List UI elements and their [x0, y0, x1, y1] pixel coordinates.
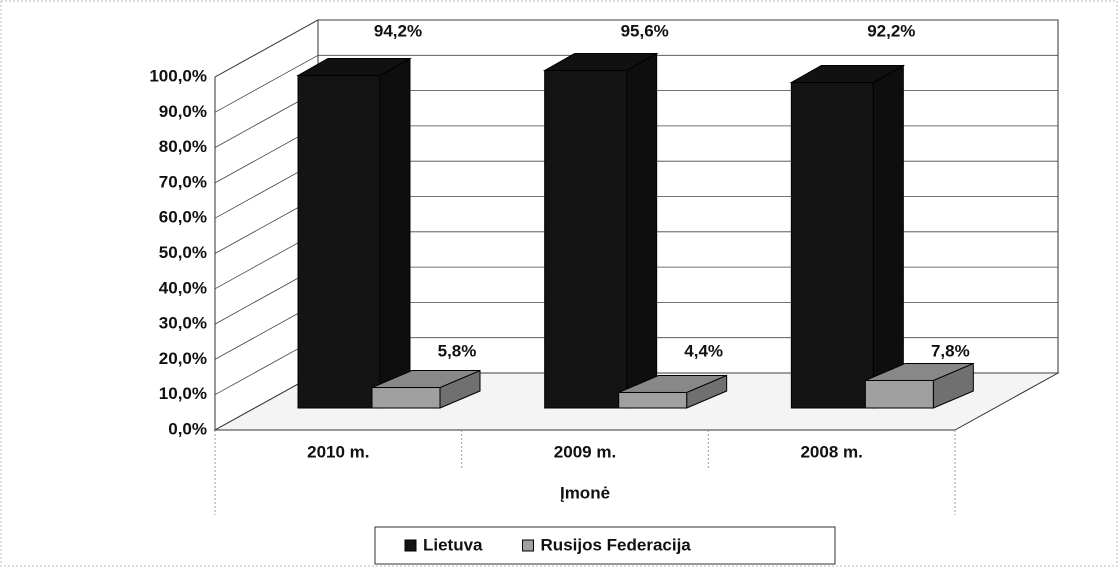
- y-tick-label: 30,0%: [159, 314, 207, 333]
- value-label: 4,4%: [684, 341, 723, 360]
- legend-label: Lietuva: [423, 535, 483, 554]
- bar: [542, 52, 659, 409]
- bar-side: [626, 52, 658, 409]
- y-tick-label: 100,0%: [149, 66, 207, 85]
- x-tick-label: 2009 m.: [554, 442, 616, 461]
- bar-front: [864, 379, 934, 409]
- bar-front: [371, 387, 441, 409]
- bar-front: [790, 82, 874, 409]
- y-tick-label: 40,0%: [159, 278, 207, 297]
- y-tick-label: 70,0%: [159, 172, 207, 191]
- bar: [618, 374, 728, 409]
- value-label: 95,6%: [621, 21, 669, 40]
- y-tick-label: 50,0%: [159, 243, 207, 262]
- bar: [864, 362, 974, 409]
- legend-label: Rusijos Federacija: [541, 535, 692, 554]
- bar-side: [872, 64, 904, 409]
- value-label: 7,8%: [931, 341, 970, 360]
- y-tick-label: 10,0%: [159, 384, 207, 403]
- bar: [296, 57, 412, 409]
- legend-box: [374, 526, 836, 565]
- bar-front: [544, 70, 628, 409]
- y-tick-label: 80,0%: [159, 137, 207, 156]
- value-label: 5,8%: [438, 341, 477, 360]
- x-tick-label: 2008 m.: [800, 442, 862, 461]
- grid-line: [214, 54, 319, 113]
- y-tick-label: 0,0%: [168, 419, 207, 438]
- bar: [371, 369, 481, 409]
- bar-side: [379, 57, 411, 409]
- legend-swatch: [404, 539, 417, 552]
- value-label: 92,2%: [867, 21, 915, 40]
- y-tick-label: 20,0%: [159, 349, 207, 368]
- bar: [789, 64, 906, 409]
- x-tick-label: 2010 m.: [307, 442, 369, 461]
- bar-front: [297, 74, 381, 409]
- grid-line: [214, 19, 319, 78]
- y-tick-label: 90,0%: [159, 102, 207, 121]
- x-axis-title: Įmonė: [560, 483, 610, 502]
- y-tick-label: 60,0%: [159, 208, 207, 227]
- bar-front: [618, 391, 688, 409]
- legend-swatch: [522, 539, 535, 552]
- value-label: 94,2%: [374, 21, 422, 40]
